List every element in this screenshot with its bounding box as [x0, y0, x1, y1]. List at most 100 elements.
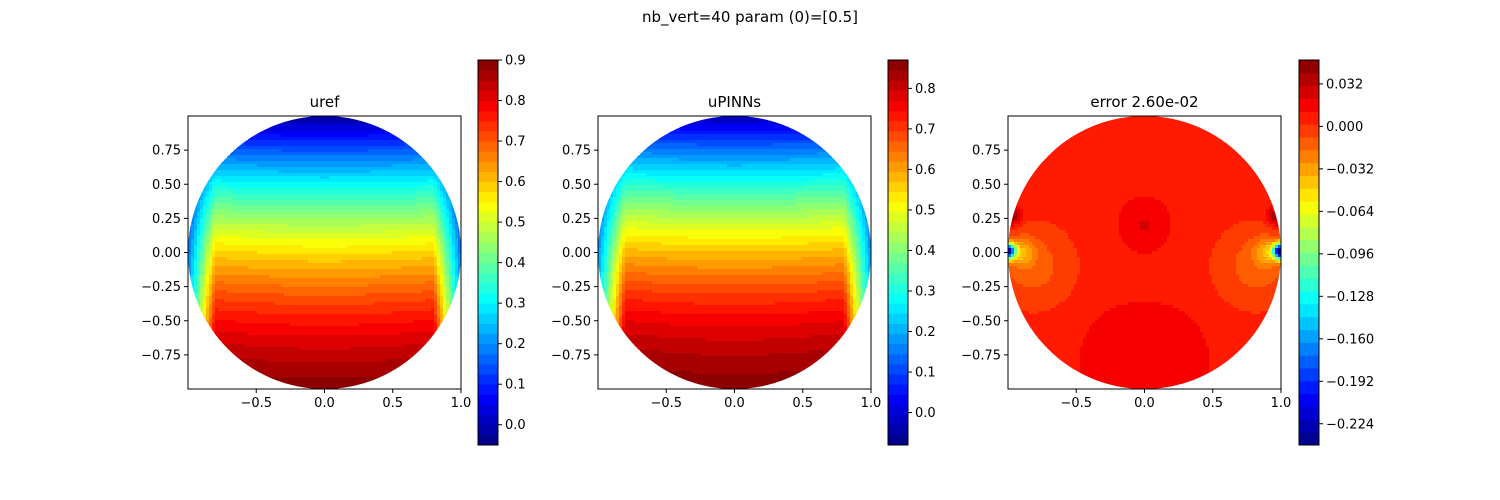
field-cell [275, 164, 279, 168]
field-cell [374, 194, 378, 198]
field-cell [302, 254, 306, 258]
field-cell [368, 158, 372, 162]
field-cell [386, 170, 390, 174]
field-cell [299, 182, 303, 186]
field-cell [428, 287, 432, 291]
field-cell [302, 290, 306, 294]
field-cell [329, 251, 333, 255]
field-cell [434, 248, 438, 252]
field-cell [302, 305, 306, 309]
field-cell [389, 182, 393, 186]
field-cell [311, 239, 315, 243]
field-cell [299, 281, 303, 285]
field-cell [194, 209, 198, 213]
field-cell [368, 233, 372, 237]
field-cell [242, 218, 246, 222]
field-cell [356, 260, 360, 264]
field-cell [422, 158, 426, 162]
field-cell [338, 134, 342, 138]
field-cell [278, 236, 282, 240]
field-cell [404, 176, 408, 180]
field-cell [224, 209, 228, 213]
field-cell [341, 293, 345, 297]
field-cell [230, 218, 234, 222]
field-cell [302, 233, 306, 237]
field-cell [209, 248, 213, 252]
field-cell [236, 200, 240, 204]
field-cell [230, 302, 234, 306]
field-cell [278, 173, 282, 177]
field-cell [452, 269, 456, 273]
field-cell [317, 305, 321, 309]
field-cell [200, 215, 204, 219]
field-cell [224, 212, 228, 216]
field-cell [401, 158, 405, 162]
field-cell [197, 230, 201, 234]
field-cell [248, 272, 252, 276]
field-cell [305, 128, 309, 132]
field-cell [425, 299, 429, 303]
field-cell [374, 158, 378, 162]
field-cell [434, 290, 438, 294]
field-cell [212, 194, 216, 198]
field-cell [353, 251, 357, 255]
field-cell [260, 236, 264, 240]
field-cell [281, 257, 285, 261]
field-cell [455, 245, 459, 249]
field-cell [272, 302, 276, 306]
field-cell [326, 137, 330, 141]
field-cell [221, 164, 225, 168]
field-cell [317, 254, 321, 258]
field-cell [356, 263, 360, 267]
field-cell [242, 164, 246, 168]
field-cell [431, 269, 435, 273]
field-cell [365, 173, 369, 177]
field-cell [299, 128, 303, 132]
field-cell [239, 197, 243, 201]
field-cell [236, 257, 240, 261]
field-cell [368, 254, 372, 258]
field-cell [365, 155, 369, 159]
field-cell [341, 164, 345, 168]
field-cell [317, 152, 321, 156]
field-cell [275, 167, 279, 171]
field-cell [236, 233, 240, 237]
field-cell [248, 179, 252, 183]
field-cell [248, 275, 252, 279]
field-cell [269, 188, 273, 192]
field-cell [425, 185, 429, 189]
field-cell [386, 272, 390, 276]
field-cell [446, 254, 450, 258]
field-cell [320, 167, 324, 171]
field-cell [401, 197, 405, 201]
field-cell [242, 287, 246, 291]
field-cell [389, 191, 393, 195]
field-cell [260, 194, 264, 198]
field-cell [419, 272, 423, 276]
field-cell [314, 251, 318, 255]
field-cell [260, 290, 264, 294]
field-cell [263, 254, 267, 258]
field-cell [281, 275, 285, 279]
field-cell [209, 263, 213, 267]
field-cell [308, 146, 312, 150]
field-cell [287, 185, 291, 189]
field-cell [371, 122, 375, 126]
field-cell [278, 155, 282, 159]
field-cell [410, 164, 414, 168]
field-cell [200, 203, 204, 207]
field-cell [194, 269, 198, 273]
field-cell [422, 230, 426, 234]
field-cell [299, 122, 303, 126]
field-cell [437, 302, 441, 306]
field-cell [413, 191, 417, 195]
field-cell [452, 254, 456, 258]
field-cell [356, 197, 360, 201]
field-cell [380, 212, 384, 216]
field-cell [374, 293, 378, 297]
field-cell [422, 254, 426, 258]
field-cell [317, 164, 321, 168]
field-cell [431, 284, 435, 288]
field-cell [323, 281, 327, 285]
field-cell [218, 200, 222, 204]
